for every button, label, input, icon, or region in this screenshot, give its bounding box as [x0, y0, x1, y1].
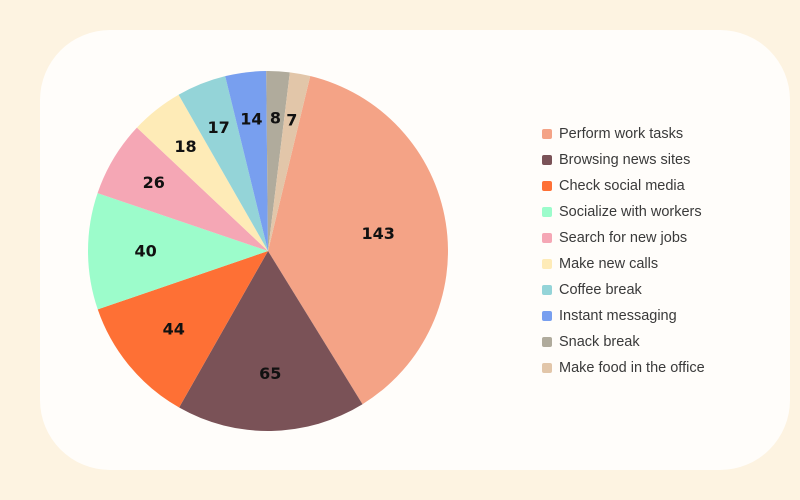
legend-item: Make new calls: [542, 251, 705, 277]
legend-label: Instant messaging: [559, 308, 677, 324]
legend-item: Perform work tasks: [542, 121, 705, 147]
legend-swatch: [542, 155, 552, 165]
legend-item: Search for new jobs: [542, 225, 705, 251]
legend-label: Make food in the office: [559, 360, 705, 376]
slice-value-label: 17: [207, 118, 229, 137]
pie-slice: [178, 76, 268, 251]
pie-slice: [268, 76, 448, 405]
pie-slice: [179, 251, 363, 431]
legend-swatch: [542, 311, 552, 321]
slice-value-label: 14: [240, 109, 262, 128]
legend-swatch: [542, 207, 552, 217]
legend-swatch: [542, 129, 552, 139]
legend-label: Browsing news sites: [559, 152, 691, 168]
legend-item: Socialize with workers: [542, 199, 705, 225]
legend-swatch: [542, 363, 552, 373]
slice-value-label: 8: [270, 109, 281, 128]
legend-item: Check social media: [542, 173, 705, 199]
legend-item: Snack break: [542, 329, 705, 355]
legend-swatch: [542, 181, 552, 191]
legend-item: Coffee break: [542, 277, 705, 303]
legend-label: Socialize with workers: [559, 204, 702, 220]
legend-label: Perform work tasks: [559, 126, 684, 142]
legend-swatch: [542, 259, 552, 269]
legend-swatch: [542, 233, 552, 243]
legend-label: Check social media: [559, 178, 685, 194]
legend-swatch: [542, 285, 552, 295]
legend-item: Instant messaging: [542, 303, 705, 329]
slice-value-label: 7: [286, 110, 297, 129]
legend-item: Make food in the office: [542, 355, 705, 381]
chart-legend: Perform work tasks Browsing news sites Che…: [542, 121, 705, 381]
legend-label: Make new calls: [559, 256, 659, 272]
pie-slice: [136, 94, 268, 252]
slice-value-label: 44: [163, 320, 185, 339]
slice-labels: 143 65 44 40 26 18 17 14 8 7: [134, 109, 394, 383]
slice-value-label: 65: [259, 364, 281, 383]
legend-label: Coffee break: [559, 282, 642, 298]
pie-slice: [97, 127, 268, 251]
pie-slice: [268, 72, 311, 251]
pie-slice: [97, 251, 268, 408]
legend-label: Search for new jobs: [559, 230, 688, 246]
slice-value-label: 18: [174, 137, 196, 156]
pie-slice: [266, 71, 290, 251]
pie-slices: [88, 71, 448, 431]
pie-slice: [88, 193, 268, 310]
legend-swatch: [542, 337, 552, 347]
legend-item: Browsing news sites: [542, 147, 705, 173]
slice-value-label: 143: [361, 224, 394, 243]
slice-value-label: 26: [143, 173, 165, 192]
legend-label: Snack break: [559, 334, 640, 350]
pie-slice: [225, 71, 268, 251]
slice-value-label: 40: [134, 242, 156, 261]
